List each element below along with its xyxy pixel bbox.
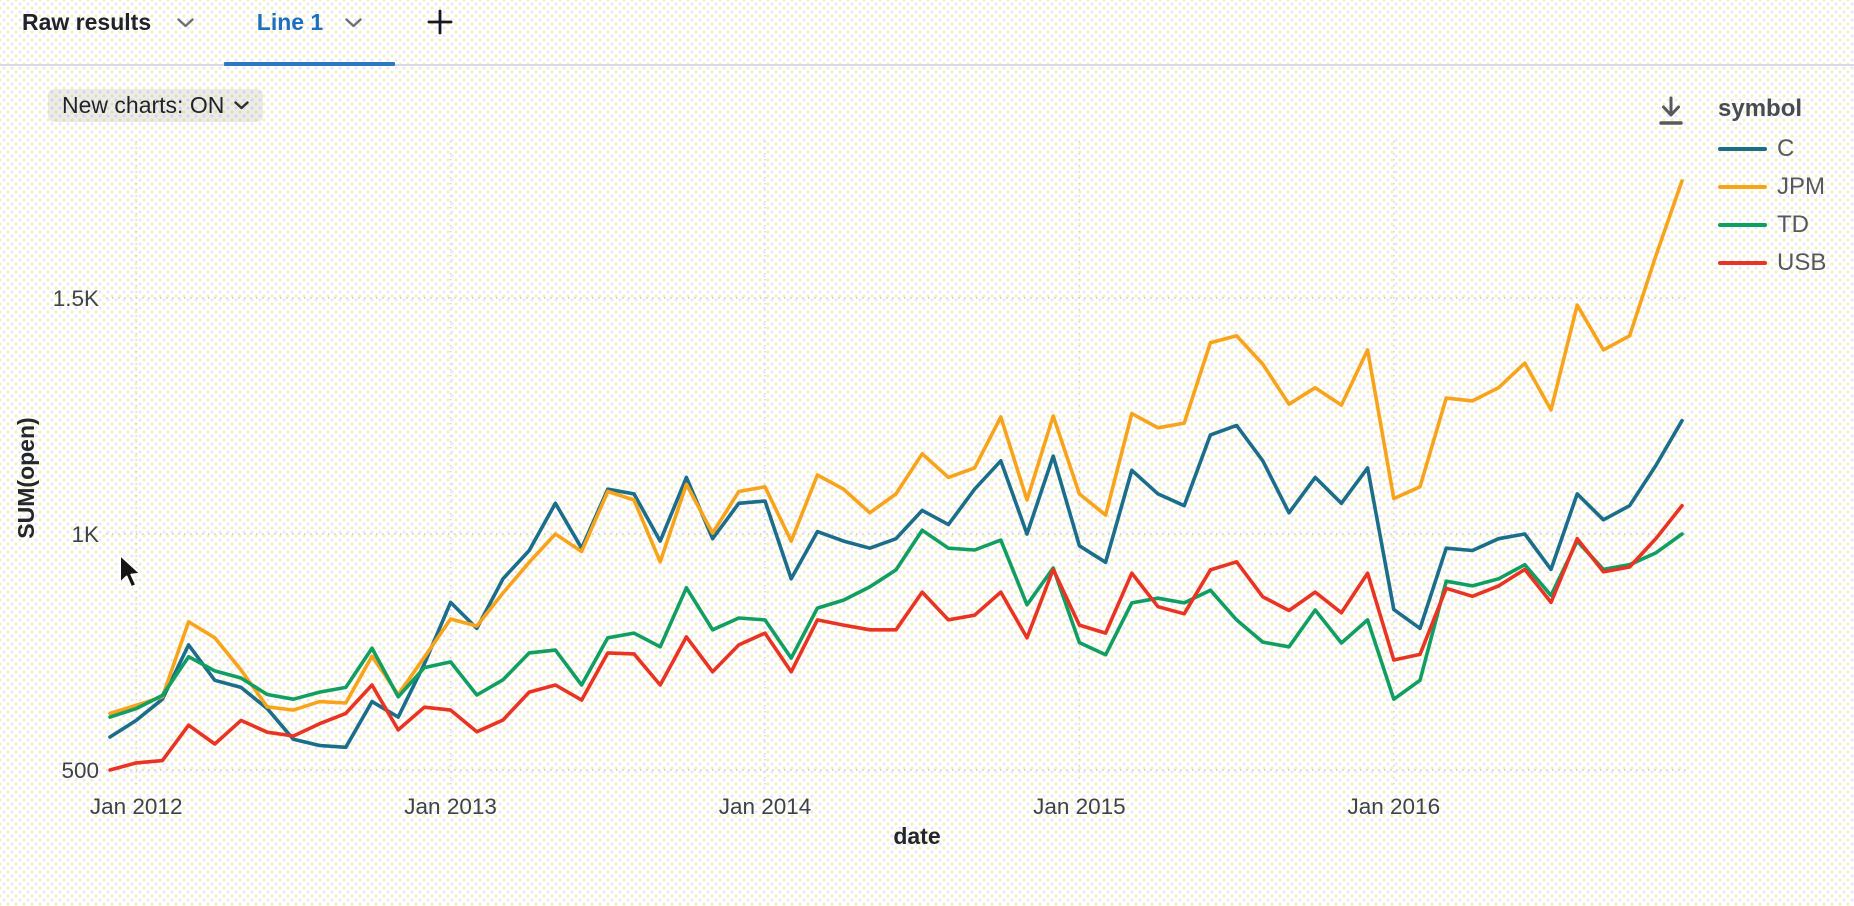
new-charts-toggle[interactable]: New charts: ON bbox=[48, 89, 264, 122]
y-axis-tick-label: 500 bbox=[61, 758, 99, 783]
tab-line-1[interactable]: Line 1 bbox=[224, 9, 395, 36]
y-axis-tick-label: 1K bbox=[71, 522, 99, 547]
tab-line-1-label: Line 1 bbox=[256, 9, 324, 35]
legend-title: symbol bbox=[1718, 95, 1803, 122]
x-axis-tick-label: Jan 2012 bbox=[90, 794, 183, 819]
x-axis-tick-label: Jan 2015 bbox=[1033, 794, 1126, 819]
series-line-td bbox=[108, 528, 1684, 719]
legend-item-td[interactable]: TD bbox=[1718, 210, 1826, 240]
plus-icon bbox=[426, 8, 454, 41]
chevron-down-icon[interactable] bbox=[345, 17, 362, 28]
legend-swatch-icon bbox=[1718, 185, 1767, 189]
series-line-usb bbox=[108, 503, 1684, 772]
new-charts-toggle-label: New charts: ON bbox=[62, 92, 225, 118]
x-axis-tick-label: Jan 2014 bbox=[719, 794, 812, 819]
legend-swatch-icon bbox=[1718, 261, 1767, 265]
legend-item-jpm[interactable]: JPM bbox=[1718, 172, 1826, 202]
x-axis-title: date bbox=[893, 823, 940, 849]
legend-swatch-icon bbox=[1718, 147, 1767, 151]
legend-item-label: USB bbox=[1777, 249, 1827, 276]
active-tab-underline bbox=[224, 62, 395, 66]
x-axis-tick-label: Jan 2013 bbox=[404, 794, 497, 819]
download-icon bbox=[1654, 92, 1688, 133]
add-tab-button[interactable] bbox=[424, 8, 456, 40]
app-window: { "tabs": { "raw_results_label": "Raw re… bbox=[0, 0, 1854, 849]
y-axis-title: SUM(open) bbox=[13, 417, 39, 538]
chevron-down-icon[interactable] bbox=[177, 17, 194, 28]
tab-raw-results-label: Raw results bbox=[22, 9, 152, 35]
series-line-jpm bbox=[108, 179, 1684, 716]
legend-item-label: JPM bbox=[1777, 173, 1825, 200]
legend-item-label: C bbox=[1777, 135, 1795, 162]
line-chart-plot-area[interactable]: 500 1K 1.5K Jan 2012 Jan 2013 Jan 2014 Jan 201… bbox=[0, 66, 1854, 849]
download-chart-button[interactable] bbox=[1652, 92, 1690, 132]
chart-legend: symbol C JPM TD USB bbox=[1718, 96, 1826, 286]
legend-item-c[interactable]: C bbox=[1718, 134, 1826, 164]
series-line-c bbox=[108, 418, 1684, 750]
legend-item-label: TD bbox=[1777, 211, 1809, 238]
chevron-down-icon bbox=[234, 101, 250, 110]
x-axis-tick-label: Jan 2016 bbox=[1348, 794, 1441, 819]
line-chart: 500 1K 1.5K Jan 2012 Jan 2013 Jan 2014 Jan 201… bbox=[13, 141, 1688, 849]
tab-raw-results[interactable]: Raw results bbox=[22, 9, 194, 36]
legend-item-usb[interactable]: USB bbox=[1718, 248, 1826, 278]
legend-swatch-icon bbox=[1718, 223, 1767, 227]
tab-bar: Raw results Line 1 bbox=[0, 0, 1854, 66]
y-axis-tick-label: 1.5K bbox=[53, 286, 99, 311]
